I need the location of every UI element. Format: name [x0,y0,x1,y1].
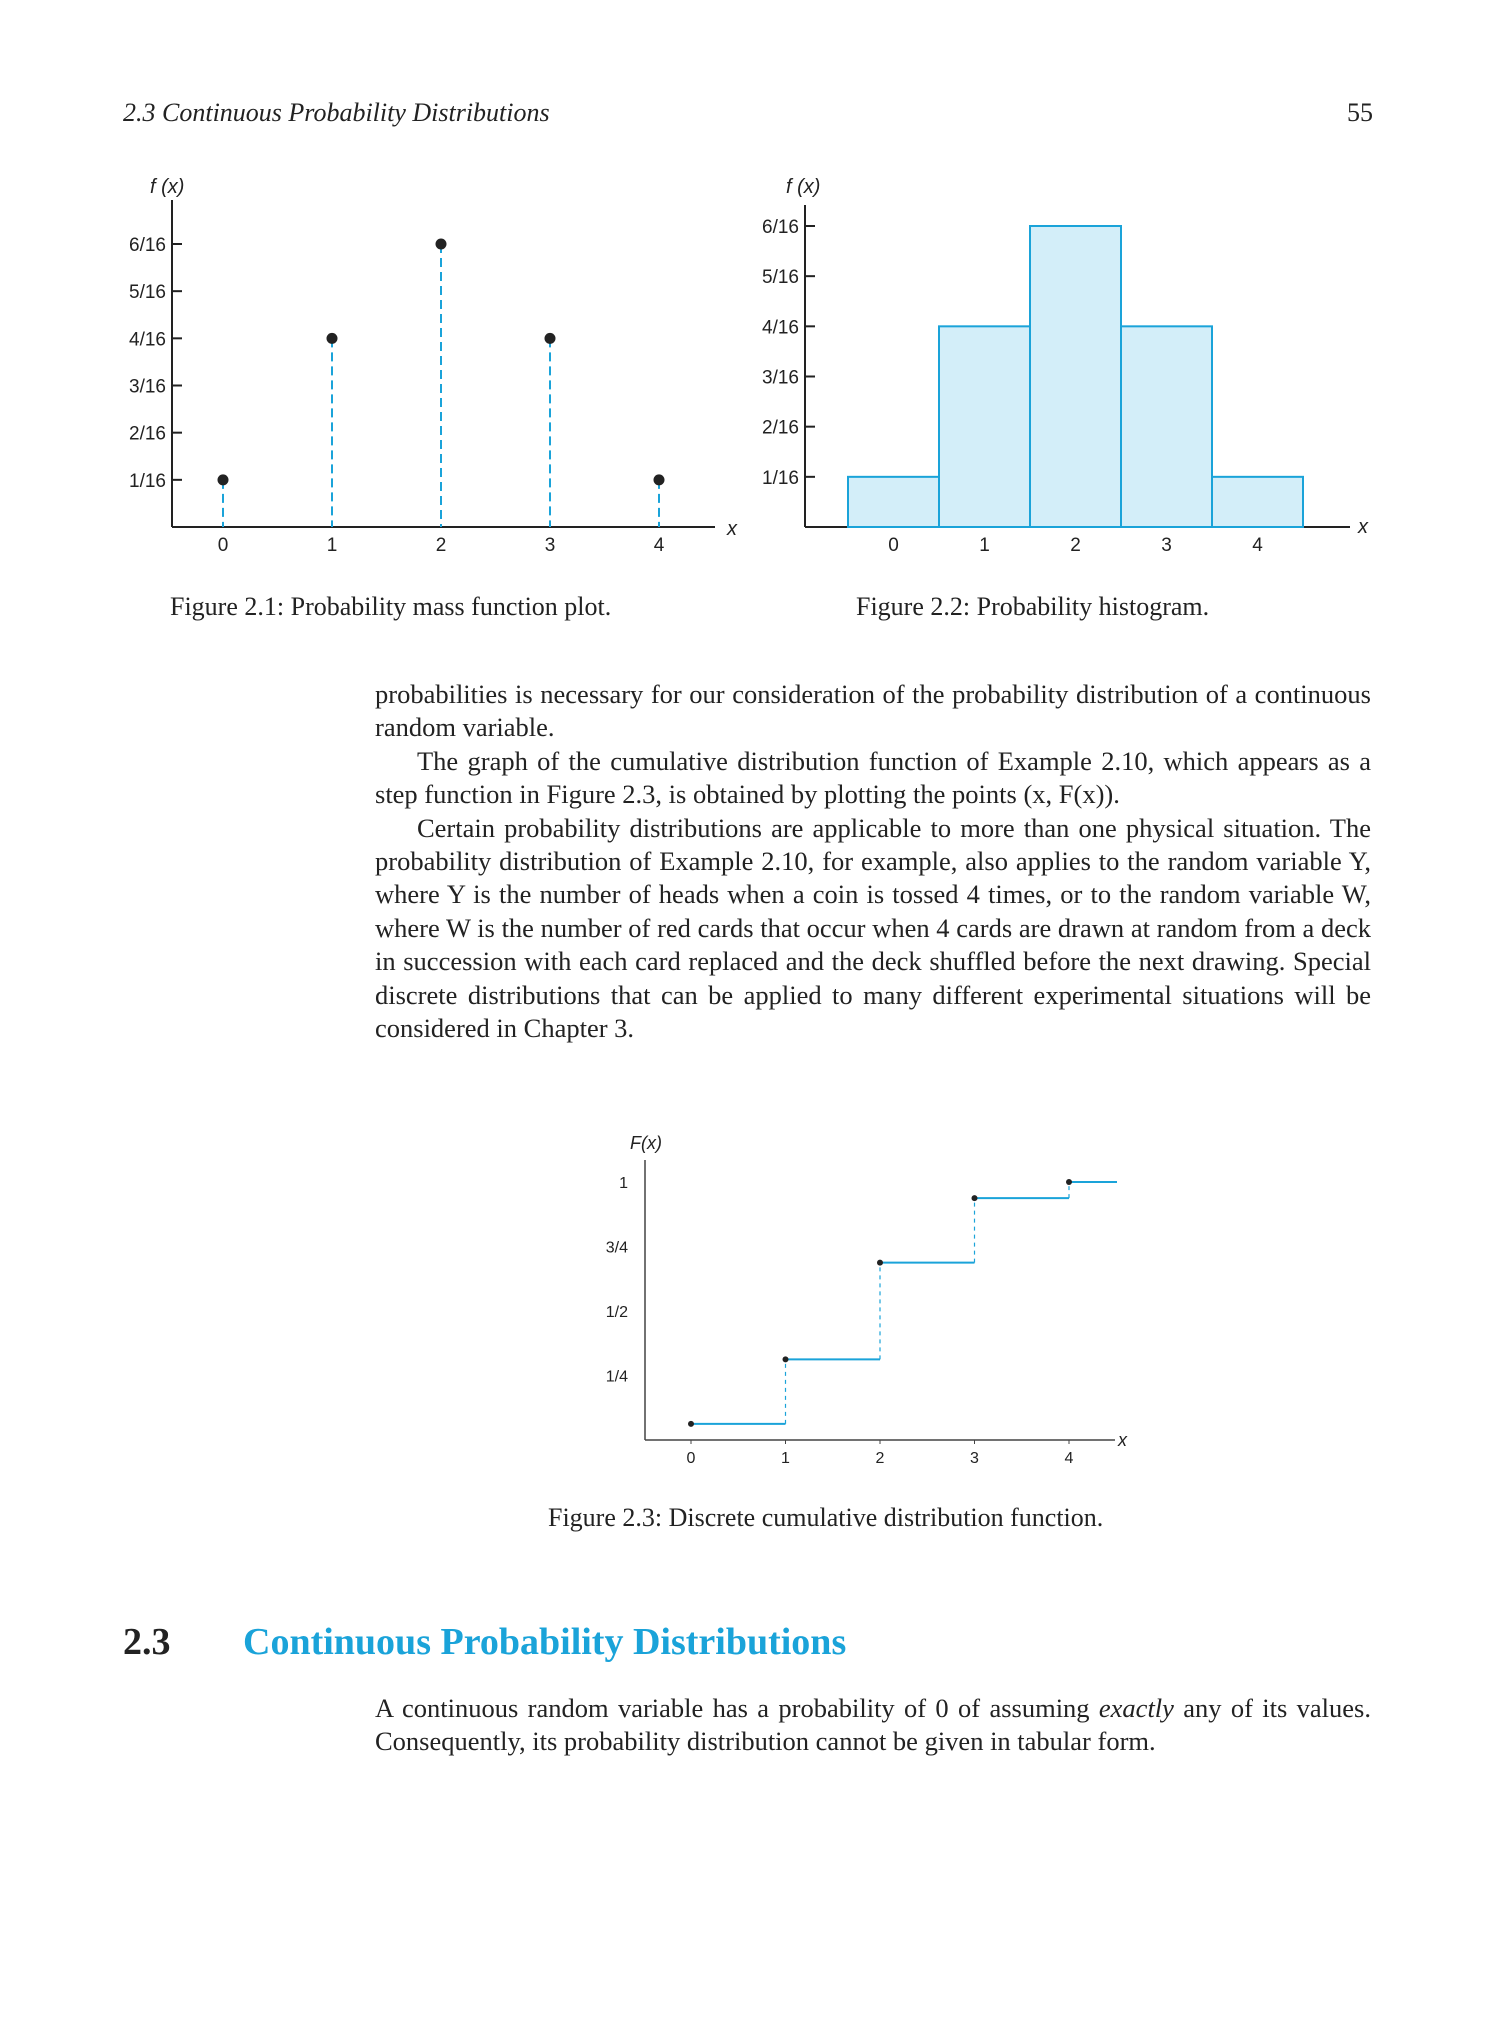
figure3-caption: Figure 2.3: Discrete cumulative distribu… [548,1503,1104,1532]
fig3-x-tick-label: 3 [970,1450,979,1467]
fig2-y-tick-label: 2/16 [762,418,799,439]
paragraph-2: The graph of the cumulative distribution… [375,745,1371,810]
figure2-caption: Figure 2.2: Probability histogram. [856,592,1210,621]
fig2-x-tick-label: 4 [1252,535,1263,556]
fig1-point [326,332,338,344]
fig3-point [877,1259,883,1266]
fig3-y-tick-label: 1 [619,1175,628,1192]
figure-probability-histogram: f (x) x 1/16 2/16 3/16 4/16 5/16 6/16 0 1 2 3 4 [762,176,1369,556]
fig2-x-tick-label: 2 [1070,535,1081,556]
section-title: Continuous Probability Distributions [243,1621,847,1663]
figure1-caption: Figure 2.1: Probability mass function pl… [170,592,612,621]
fig3-ylabel: F(x) [630,1133,662,1153]
fig1-point [544,332,556,344]
fig1-x-tick-label: 0 [218,535,229,556]
fig2-y-tick-label: 3/16 [762,368,799,389]
fig2-x-tick-label: 1 [979,535,990,556]
figure-discrete-cdf: F(x) x 1/4 1/2 3/4 1 0 1 2 3 4 [606,1133,1128,1467]
fig3-x-tick-label: 4 [1065,1450,1074,1467]
fig3-point [782,1356,789,1363]
section-text-before: A continuous random variable has a proba… [375,1693,1099,1723]
fig1-xlabel: x [726,518,738,540]
fig2-y-tick-label: 1/16 [762,468,799,489]
fig3-y-tick-label: 1/4 [606,1369,628,1386]
fig2-x-tick-label: 3 [1161,535,1172,556]
fig2-bar [1211,475,1304,529]
fig2-bar [1120,325,1213,528]
fig3-point [1066,1179,1072,1185]
fig3-y-tick-label: 3/4 [606,1240,628,1257]
section-text-emph: exactly [1098,1693,1174,1723]
fig3-x-tick-label: 1 [781,1450,790,1467]
fig1-y-tick-label: 5/16 [129,282,166,303]
fig2-xlabel: x [1357,516,1369,538]
fig2-bar [847,475,940,529]
fig2-x-tick-label: 0 [888,535,899,556]
fig2-y-tick-label: 5/16 [762,267,799,288]
fig1-point [435,238,447,250]
fig2-y-tick-label: 6/16 [762,217,799,238]
fig2-ylabel: f (x) [786,176,820,198]
fig3-point [688,1420,694,1427]
section-body: A continuous random variable has a proba… [375,1692,1371,1759]
fig1-point [217,474,229,486]
section-heading: 2.3 Continuous Probability Distributions [123,1620,846,1664]
fig3-xlabel: x [1117,1430,1128,1450]
fig1-y-tick-label: 2/16 [129,424,166,445]
paragraph-1: probabilities is necessary for our consi… [375,679,1371,743]
fig1-x-tick-label: 3 [545,535,556,556]
section-paragraph: A continuous random variable has a proba… [375,1692,1371,1759]
fig1-y-tick-label: 4/16 [129,329,166,350]
fig1-ylabel: f (x) [150,176,184,198]
fig2-bar [1029,225,1122,528]
fig3-point [971,1195,978,1202]
fig1-point [653,474,665,486]
section-number: 2.3 [123,1621,171,1663]
fig1-y-tick-label: 6/16 [129,235,166,256]
body-text: probabilities is necessary for our consi… [375,678,1371,1045]
fig1-y-tick-label: 3/16 [129,377,166,398]
fig1-x-tick-label: 4 [654,535,665,556]
fig1-y-tick-label: 1/16 [129,471,166,492]
fig2-bar [938,325,1031,528]
paragraph-3: Certain probability distributions are ap… [375,812,1371,1044]
page-number: 55 [1347,98,1373,127]
fig1-x-tick-label: 1 [327,535,338,556]
running-head: 2.3 Continuous Probability Distributions [123,98,550,127]
figure-pmf-plot: f (x) x 1/16 2/16 3/16 4/16 5/16 6/16 0 1 2 3 4 [129,176,738,556]
fig3-x-tick-label: 0 [687,1450,696,1467]
fig3-y-tick-label: 1/2 [606,1304,628,1321]
fig1-x-tick-label: 2 [436,535,447,556]
section-text-after: any of its values. Consequently, its pro… [375,1693,1371,1757]
fig2-y-tick-label: 4/16 [762,317,799,338]
fig3-x-tick-label: 2 [876,1450,885,1467]
